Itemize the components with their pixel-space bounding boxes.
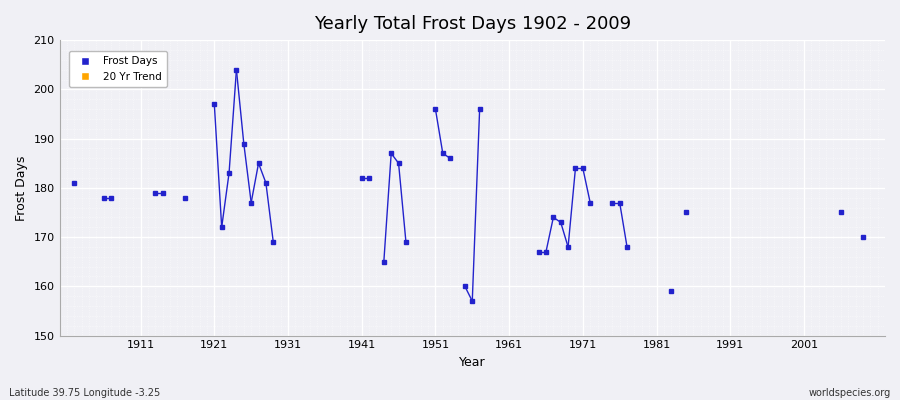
Y-axis label: Frost Days: Frost Days (15, 155, 28, 220)
Legend: Frost Days, 20 Yr Trend: Frost Days, 20 Yr Trend (69, 51, 167, 87)
X-axis label: Year: Year (459, 356, 486, 369)
Title: Yearly Total Frost Days 1902 - 2009: Yearly Total Frost Days 1902 - 2009 (314, 15, 631, 33)
Text: Latitude 39.75 Longitude -3.25: Latitude 39.75 Longitude -3.25 (9, 388, 160, 398)
Text: worldspecies.org: worldspecies.org (809, 388, 891, 398)
